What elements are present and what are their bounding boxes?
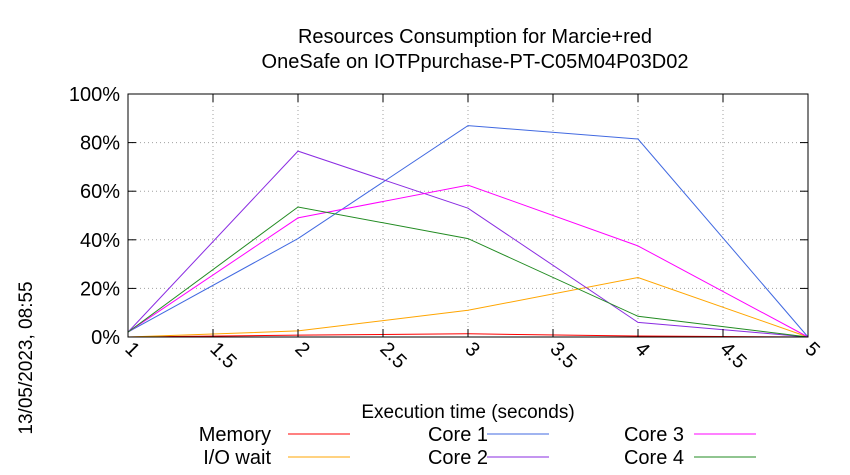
x-tick-label: 4.5 — [715, 338, 750, 373]
legend-label-i-o-wait: I/O wait — [203, 447, 271, 469]
y-tick-label: 20% — [80, 278, 120, 300]
x-tick-label: 2 — [290, 338, 313, 361]
legend-label-core-3: Core 3 — [624, 424, 684, 446]
y-tick-label: 60% — [80, 181, 120, 203]
y-tick-label: 40% — [80, 230, 120, 252]
axes: 0% 20% 40% 60% 80% 100% 1 1.5 2 2.5 3 3.5 4 4.5 5 — [69, 84, 824, 373]
y-tick-label: 100% — [69, 84, 120, 106]
x-axis-label: Execution time (seconds) — [361, 402, 574, 423]
chart-title-line-1: Resources Consumption for Marcie+red — [298, 26, 652, 48]
series-line-core-4 — [127, 206, 809, 338]
x-tick-label: 3.5 — [545, 338, 580, 373]
x-tick-label: 3 — [460, 338, 483, 361]
x-tick-label: 4 — [630, 338, 653, 361]
legend-label-core-2: Core 2 — [428, 447, 488, 469]
legend-label-memory: Memory — [199, 424, 271, 446]
grid — [128, 94, 808, 337]
series-line-core-1 — [127, 125, 809, 338]
chart-title-line-2: OneSafe on IOTPpurchase-PT-C05M04P03D02 — [262, 51, 689, 73]
x-tick-label: 5 — [800, 338, 823, 361]
chart-title: Resources Consumption for Marcie+red One… — [262, 26, 689, 73]
timestamp: 13/05/2023, 08:55 — [16, 281, 37, 434]
x-tick-label: 2.5 — [375, 338, 410, 373]
legend-label-core-4: Core 4 — [624, 447, 684, 469]
y-tick-label: 0% — [91, 327, 120, 349]
legend-label-core-1: Core 1 — [428, 424, 488, 446]
x-tick-label: 1.5 — [205, 338, 240, 373]
series-line-core-3 — [127, 184, 809, 338]
y-tick-label: 80% — [80, 133, 120, 155]
x-tick-label: 1 — [120, 338, 143, 361]
series-line-core-2 — [127, 150, 809, 338]
plot-area — [127, 125, 809, 338]
series-line-i-o-wait — [127, 276, 809, 338]
